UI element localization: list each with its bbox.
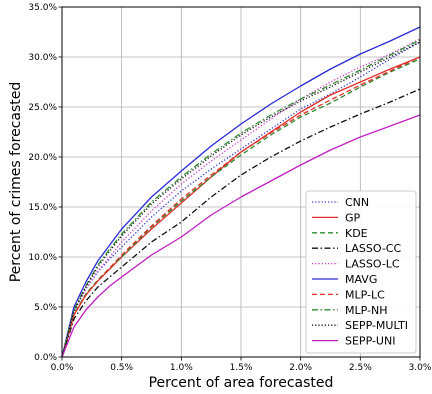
x-axis-label: Percent of area forecasted bbox=[149, 375, 334, 391]
x-tick-label: 2.5% bbox=[349, 363, 372, 373]
legend-box bbox=[305, 190, 417, 354]
series-line-sepp-uni bbox=[61, 114, 421, 358]
series-line-cnn bbox=[61, 41, 421, 358]
x-tick-label: 2.0% bbox=[289, 363, 312, 373]
legend-label: MLP-LC bbox=[345, 288, 385, 301]
legend-label: KDE bbox=[345, 227, 368, 240]
y-tick-label: 10.0% bbox=[28, 253, 57, 263]
legend-label: CNN bbox=[345, 196, 369, 209]
legend-label: SEPP-UNI bbox=[345, 335, 395, 348]
y-tick-label: 35.0% bbox=[28, 3, 57, 13]
y-axis-label: Percent of crimes forecasted bbox=[8, 82, 24, 283]
x-tick-label: 1.5% bbox=[230, 363, 253, 373]
legend-label: LASSO-LC bbox=[345, 258, 400, 271]
y-tick-label: 15.0% bbox=[28, 203, 57, 213]
y-tick-label: 5.0% bbox=[34, 303, 57, 313]
series-line-kde bbox=[61, 58, 421, 358]
y-tick-label: 0.0% bbox=[34, 353, 57, 363]
legend-label: MAVG bbox=[345, 273, 377, 286]
series-line-mlp-lc bbox=[61, 56, 421, 358]
y-tick-label: 20.0% bbox=[28, 153, 57, 163]
series-line-mavg bbox=[61, 26, 421, 358]
x-tick-label: 3.0% bbox=[409, 363, 432, 373]
series-line-lasso-lc bbox=[61, 38, 421, 358]
series-lines bbox=[61, 26, 421, 358]
y-axis-ticks: 0.0% 5.0% 10.0% 15.0% 20.0% 25.0% 30.0% 35.0% bbox=[28, 3, 62, 363]
legend-label: SEPP-MULTI bbox=[345, 319, 408, 332]
legend: CNN GP KDE LASSO-CC LASSO-LC MAVG MLP-LC MLP-NH… bbox=[305, 190, 417, 354]
x-axis-ticks: 0.0% 0.5% 1.0% 1.5% 2.0% 2.5% 3.0% bbox=[51, 357, 432, 373]
x-tick-label: 1.0% bbox=[170, 363, 193, 373]
legend-label: GP bbox=[345, 211, 361, 224]
y-tick-label: 25.0% bbox=[28, 103, 57, 113]
legend-label: MLP-NH bbox=[345, 304, 387, 317]
x-tick-label: 0.0% bbox=[51, 363, 74, 373]
series-line-lasso-cc bbox=[61, 88, 421, 358]
x-tick-label: 0.5% bbox=[110, 363, 133, 373]
y-tick-label: 30.0% bbox=[28, 53, 57, 63]
legend-label: LASSO-CC bbox=[345, 242, 401, 255]
series-line-mlp-nh bbox=[61, 39, 421, 358]
